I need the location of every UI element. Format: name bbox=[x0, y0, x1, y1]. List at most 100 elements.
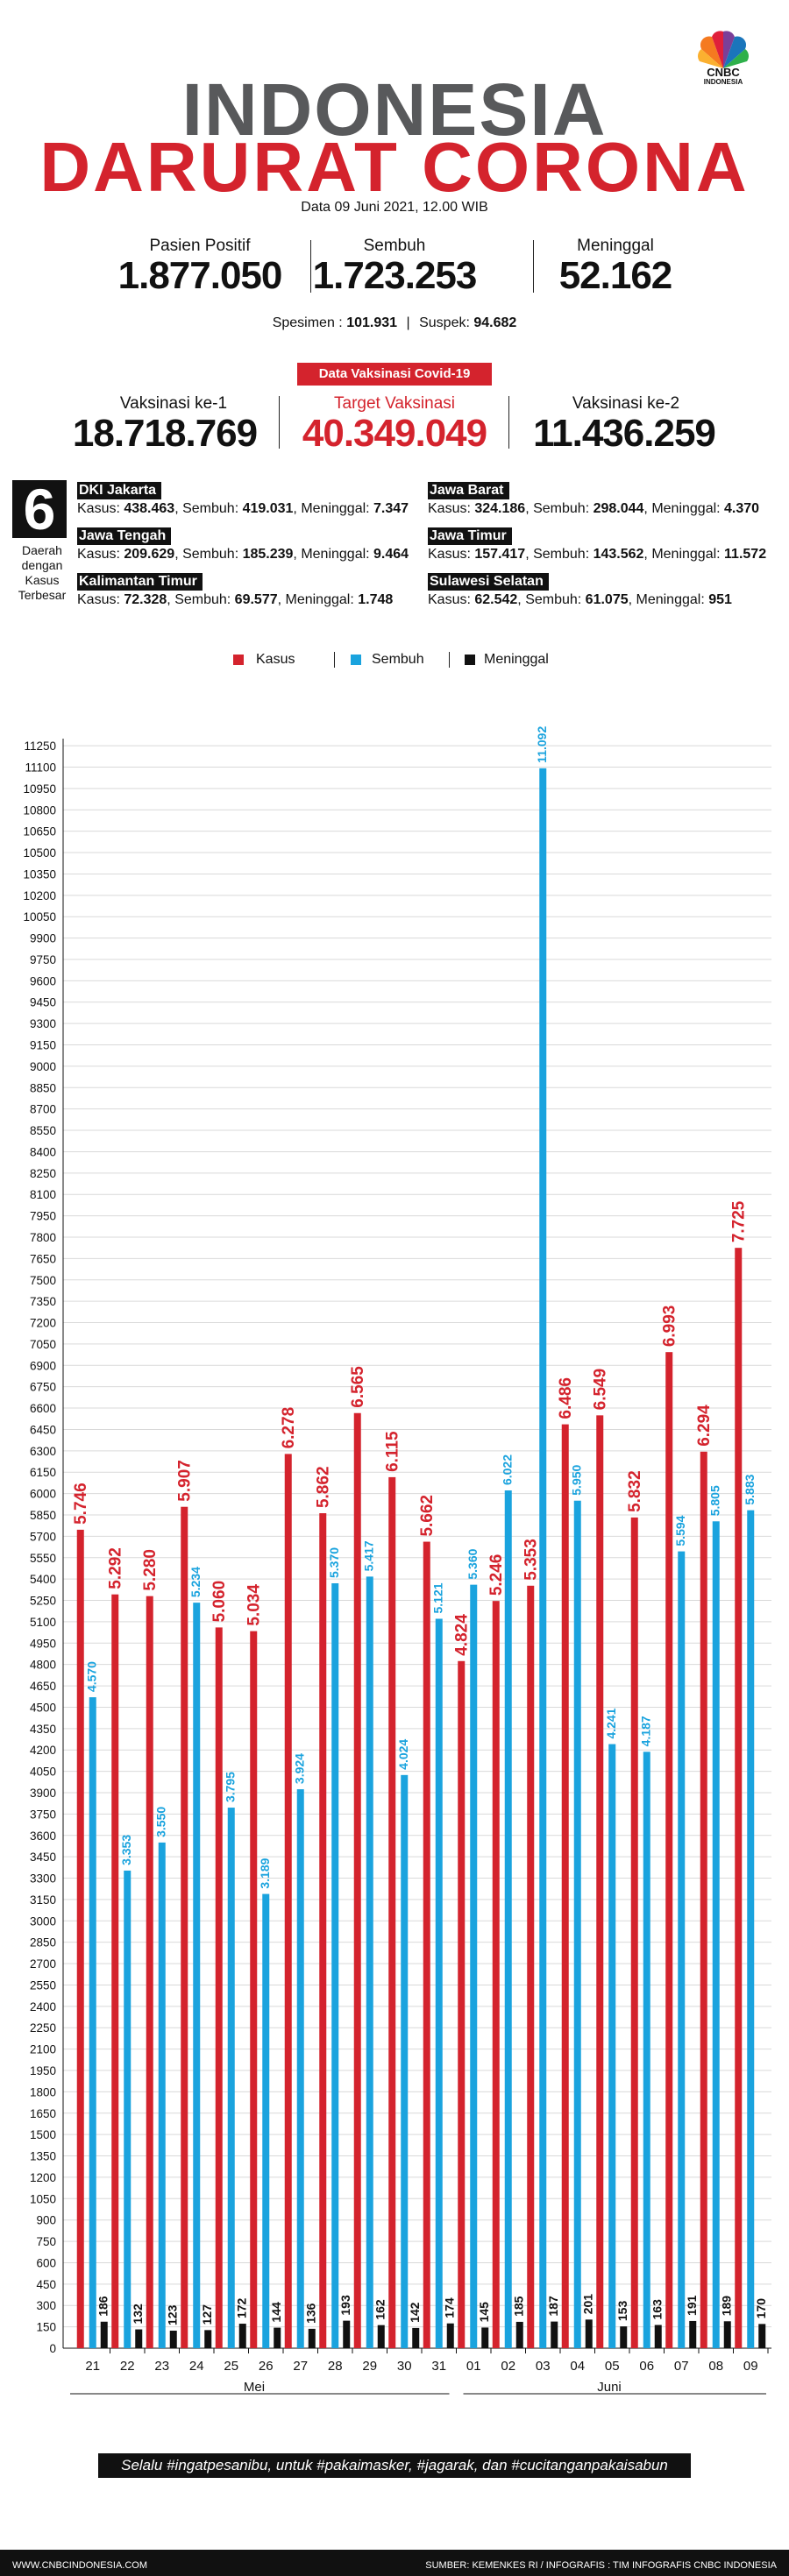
x-tick-label: 09 bbox=[743, 2359, 758, 2374]
bar-kasus bbox=[215, 1627, 223, 2348]
stat-label-meninggal: Meninggal bbox=[577, 237, 654, 255]
data-label-meninggal: 174 bbox=[442, 2297, 456, 2318]
bar-kasus bbox=[700, 1451, 707, 2348]
y-tick-label: 7800 bbox=[30, 1231, 56, 1244]
bar-meninggal bbox=[343, 2320, 351, 2348]
bar-sembuh bbox=[193, 1603, 201, 2348]
y-tick-label: 4650 bbox=[30, 1680, 56, 1693]
y-tick-label: 10200 bbox=[23, 889, 56, 902]
region-value: 1.748 bbox=[358, 592, 394, 607]
x-tick-label: 01 bbox=[466, 2359, 481, 2374]
region-caption: Daerah dengan Kasus Terbesar bbox=[18, 543, 67, 602]
y-tick-label: 8850 bbox=[30, 1081, 56, 1094]
y-tick-label: 3600 bbox=[30, 1829, 56, 1843]
data-label-sembuh: 5.121 bbox=[430, 1582, 444, 1613]
vax-value-target: 40.349.049 bbox=[302, 412, 487, 455]
x-tick-label: 31 bbox=[431, 2359, 446, 2374]
bar-meninggal bbox=[551, 2321, 558, 2348]
spesimen-label: Spesimen : bbox=[272, 315, 343, 330]
y-tick-label: 600 bbox=[36, 2256, 56, 2269]
y-tick-label: 8700 bbox=[30, 1103, 56, 1116]
y-tick-label: 6000 bbox=[30, 1488, 56, 1501]
data-label-sembuh: 6.022 bbox=[500, 1454, 514, 1485]
region-value: 438.463 bbox=[124, 501, 175, 516]
y-tick-label: 4050 bbox=[30, 1766, 56, 1779]
stat-divider bbox=[533, 240, 534, 293]
x-tick-label: 25 bbox=[224, 2359, 238, 2374]
region-stats: Kasus: 62.542, Sembuh: 61.075, Meninggal… bbox=[428, 592, 732, 607]
data-label-sembuh: 3.924 bbox=[292, 1753, 306, 1784]
data-label-meninggal: 191 bbox=[685, 2295, 699, 2316]
legend-label-sembuh: Sembuh bbox=[372, 652, 424, 667]
y-tick-label: 3150 bbox=[30, 1893, 56, 1907]
stat-divider bbox=[310, 240, 311, 293]
stat-value-positif: 1.877.050 bbox=[117, 254, 283, 297]
bar-kasus bbox=[388, 1476, 396, 2348]
y-tick-label: 9600 bbox=[30, 974, 56, 987]
vax-divider bbox=[279, 396, 280, 449]
vax-value-1: 18.718.769 bbox=[72, 412, 258, 455]
y-tick-label: 6600 bbox=[30, 1402, 56, 1415]
x-tick-label: 24 bbox=[189, 2359, 204, 2374]
region-name: Jawa Barat bbox=[428, 482, 509, 499]
data-label-sembuh: 4.187 bbox=[638, 1716, 652, 1746]
y-tick-label: 7200 bbox=[30, 1317, 56, 1330]
y-tick-label: 11250 bbox=[24, 740, 56, 753]
bar-meninggal bbox=[723, 2321, 731, 2348]
data-label-kasus: 6.993 bbox=[660, 1306, 679, 1348]
data-label-kasus: 5.246 bbox=[487, 1554, 506, 1596]
bar-sembuh bbox=[262, 1893, 270, 2348]
data-label-meninggal: 172 bbox=[234, 2297, 248, 2318]
data-label-sembuh: 3.353 bbox=[119, 1835, 133, 1865]
bar-meninggal bbox=[308, 2328, 316, 2348]
vax-label-2: Vaksinasi ke-2 bbox=[572, 394, 680, 413]
cnbc-peacock-logo-icon bbox=[694, 30, 752, 91]
bar-kasus bbox=[492, 1601, 500, 2348]
data-label-meninggal: 193 bbox=[338, 2295, 352, 2316]
x-tick-label: 29 bbox=[362, 2359, 377, 2374]
y-tick-label: 5550 bbox=[30, 1552, 56, 1565]
data-label-sembuh: 5.360 bbox=[466, 1548, 480, 1579]
bar-meninggal bbox=[689, 2320, 697, 2348]
y-tick-label: 8550 bbox=[30, 1124, 56, 1137]
y-tick-label: 4350 bbox=[30, 1723, 56, 1736]
data-label-kasus: 5.353 bbox=[522, 1539, 540, 1581]
data-label-sembuh: 3.550 bbox=[153, 1807, 167, 1837]
x-tick-label: 08 bbox=[708, 2359, 723, 2374]
y-tick-label: 3750 bbox=[30, 1808, 56, 1821]
bar-kasus bbox=[111, 1594, 119, 2348]
region-name: Jawa Tengah bbox=[77, 527, 172, 545]
data-label-meninggal: 189 bbox=[719, 2296, 733, 2317]
data-label-kasus: 5.280 bbox=[141, 1549, 160, 1591]
vax-label-1: Vaksinasi ke-1 bbox=[119, 394, 228, 413]
data-label-kasus: 5.662 bbox=[418, 1495, 437, 1537]
y-tick-label: 2250 bbox=[30, 2021, 56, 2035]
region-value: 62.542 bbox=[474, 592, 518, 607]
y-tick-label: 450 bbox=[36, 2278, 56, 2291]
y-tick-label: 6150 bbox=[30, 1466, 56, 1479]
legend-swatch-kasus bbox=[233, 655, 244, 665]
data-label-meninggal: 142 bbox=[408, 2302, 422, 2323]
bar-sembuh bbox=[366, 1576, 373, 2348]
y-tick-label: 10050 bbox=[23, 910, 56, 924]
x-tick-label: 02 bbox=[501, 2359, 515, 2374]
region-value: 69.577 bbox=[234, 592, 278, 607]
y-tick-label: 9900 bbox=[30, 932, 56, 945]
y-tick-label: 6750 bbox=[30, 1381, 56, 1394]
y-tick-label: 6900 bbox=[30, 1359, 56, 1372]
y-tick-label: 9000 bbox=[30, 1060, 56, 1073]
vax-label-target: Target Vaksinasi bbox=[334, 394, 455, 413]
bar-kasus bbox=[353, 1412, 361, 2348]
region-value: 143.562 bbox=[593, 547, 644, 562]
specimen-line: Spesimen : 101.931 | Suspek: 94.682 bbox=[272, 315, 517, 330]
website-link[interactable]: WWW.CNBCINDONESIA.COM bbox=[12, 2560, 147, 2571]
data-label-meninggal: 144 bbox=[269, 2302, 283, 2323]
bar-sembuh bbox=[331, 1583, 339, 2348]
x-tick-label: 30 bbox=[397, 2359, 412, 2374]
data-label-sembuh: 3.795 bbox=[223, 1772, 237, 1802]
bar-sembuh bbox=[89, 1697, 96, 2348]
y-tick-label: 2700 bbox=[30, 1957, 56, 1971]
data-label-kasus: 6.549 bbox=[591, 1369, 609, 1411]
region-name: Kalimantan Timur bbox=[77, 573, 203, 591]
region-value: 951 bbox=[708, 592, 732, 607]
